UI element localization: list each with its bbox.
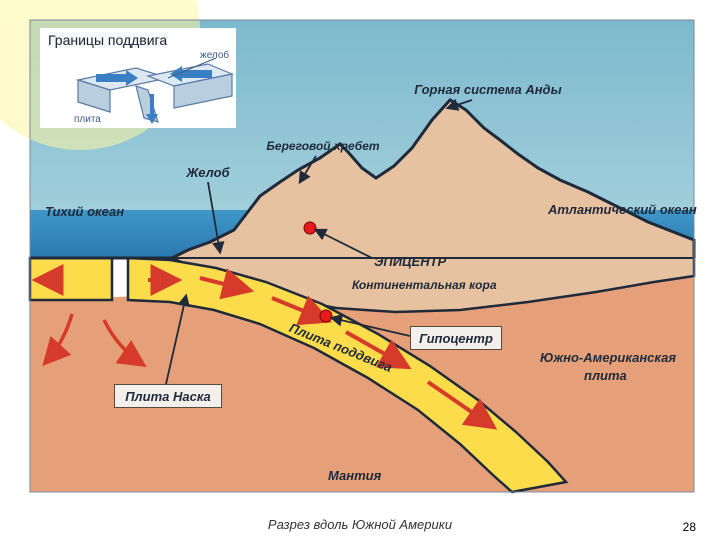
leader-label-nazca: Плита Наска bbox=[114, 384, 222, 408]
svg-text:желоб: желоб bbox=[200, 49, 229, 61]
label-pacific: Тихий океан bbox=[45, 204, 124, 219]
leader-label-hypo: Гипоцентр bbox=[410, 326, 502, 350]
leader-label-coast: Береговой хребет bbox=[256, 136, 390, 156]
leader-label-trench: Желоб bbox=[178, 162, 238, 182]
label-epi_lbl: ЭПИЦЕНТР bbox=[374, 254, 446, 269]
svg-text:плита: плита bbox=[74, 114, 101, 125]
label-atlantic: Атлантический океан bbox=[548, 202, 697, 217]
label-sa_plate2: плита bbox=[584, 368, 627, 383]
inset-svg: плита желоб bbox=[40, 28, 236, 128]
inset-subduction: Границы поддвига плита желоб bbox=[40, 28, 236, 128]
hypocenter-dot bbox=[320, 310, 332, 322]
epicenter-dot bbox=[304, 222, 316, 234]
page-number: 28 bbox=[683, 520, 696, 534]
diagram-stage: Тихий океан Атлантический океан Южно-Амери… bbox=[0, 0, 720, 540]
label-cont_crust: Континентальная кора bbox=[352, 278, 497, 292]
leader-label-andes: Горная система Анды bbox=[400, 78, 576, 100]
caption: Разрез вдоль Южной Америки bbox=[268, 517, 452, 532]
label-sa_plate1: Южно-Американская bbox=[540, 350, 676, 365]
label-mantle: Мантия bbox=[328, 468, 381, 483]
